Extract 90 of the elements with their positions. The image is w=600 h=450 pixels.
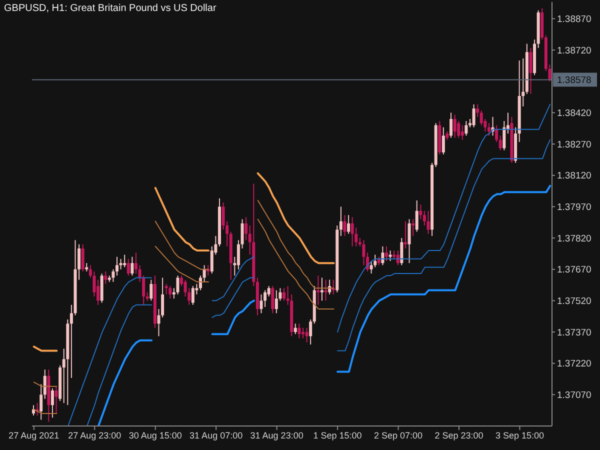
candlestick — [264, 290, 267, 308]
candlestick — [320, 277, 324, 302]
candlestick — [498, 135, 502, 151]
candlestick — [339, 206, 342, 236]
candlestick — [502, 120, 506, 151]
candlestick — [244, 216, 248, 241]
candlestick — [40, 384, 43, 420]
candlestick — [50, 388, 54, 418]
candlestick — [294, 323, 297, 335]
candlestick — [347, 214, 350, 234]
candlestick — [240, 218, 244, 249]
x-tick-label: 2 Sep 07:00 — [374, 430, 423, 440]
candlestick — [96, 279, 100, 306]
candlestick — [271, 286, 274, 314]
candlestick — [309, 318, 312, 346]
y-tick-label: 1.38870 — [557, 14, 592, 26]
candlestick — [316, 275, 320, 306]
candlestick — [343, 214, 346, 236]
candlestick — [453, 114, 456, 138]
candlestick — [487, 122, 490, 136]
candlestick — [126, 258, 130, 276]
candlestick — [119, 258, 122, 270]
candlestick — [450, 112, 453, 138]
candlestick — [274, 290, 278, 314]
candlestick — [168, 286, 172, 300]
y-tick-label: 1.37820 — [557, 233, 592, 244]
candlestick — [495, 124, 498, 142]
candlestick — [282, 288, 286, 302]
candlestick — [442, 126, 445, 155]
candlestick — [362, 240, 366, 266]
candlestick — [305, 327, 308, 343]
candlestick — [388, 250, 392, 262]
candlestick — [81, 244, 84, 272]
candlestick — [176, 275, 180, 295]
y-tick-label: 1.37670 — [557, 264, 592, 276]
candlestick — [104, 270, 108, 284]
x-tick-label: 27 Aug 2021 — [8, 430, 60, 440]
candlestick — [404, 220, 407, 249]
candlestick — [472, 104, 476, 128]
y-tick-label: 1.37370 — [557, 327, 592, 338]
candlestick — [43, 369, 46, 400]
candlestick — [384, 246, 388, 262]
candlestick — [476, 104, 480, 118]
candlestick — [164, 283, 168, 295]
candlestick — [54, 386, 58, 414]
candlestick — [112, 268, 115, 282]
candlestick — [324, 279, 328, 302]
y-tick-label: 1.38420 — [557, 108, 592, 120]
candlestick — [123, 254, 126, 268]
candlestick — [267, 286, 270, 297]
x-tick-label: 27 Aug 23:00 — [68, 430, 122, 440]
candlestick — [260, 294, 263, 314]
candlestick — [529, 47, 532, 94]
candlestick — [460, 124, 464, 140]
y-tick-label: 1.38120 — [557, 170, 592, 182]
candlestick — [381, 246, 384, 266]
candlestick — [419, 204, 422, 220]
candlestick — [130, 256, 134, 276]
y-tick-label: 1.38270 — [557, 139, 592, 150]
y-tick-label: 1.37520 — [557, 296, 592, 308]
candlestick — [426, 210, 430, 234]
candlestick — [298, 323, 301, 339]
candlestick — [199, 275, 202, 291]
candlestick — [116, 256, 119, 276]
candlestick — [202, 264, 206, 282]
chart-title: GBPUSD, H1: Great Britain Pound vs US Dollar — [4, 3, 216, 14]
x-tick-label: 31 Aug 07:00 — [190, 430, 243, 440]
y-tick-label: 1.37220 — [557, 358, 592, 370]
candlestick — [191, 286, 194, 306]
candlestick — [70, 304, 73, 378]
candlestick — [150, 279, 153, 302]
candlestick — [134, 252, 138, 274]
x-tick-label: 1 Sep 15:00 — [313, 430, 362, 440]
x-tick-label: 2 Sep 23:00 — [434, 430, 484, 440]
y-tick-label: 1.38720 — [557, 45, 592, 56]
candlestick — [350, 216, 354, 247]
candlestick — [412, 218, 415, 236]
ref-line-label: 1.38578 — [557, 75, 592, 86]
candlestick — [396, 250, 400, 266]
x-tick-label: 3 Sep 15:00 — [495, 430, 544, 440]
candlestick — [408, 218, 411, 264]
candlestick — [400, 238, 404, 266]
candlestick — [415, 200, 418, 232]
x-tick-label: 31 Aug 23:00 — [250, 430, 304, 440]
y-tick-label: 1.37970 — [557, 202, 592, 214]
y-tick-label: 1.37070 — [557, 390, 592, 402]
candlestick — [464, 120, 468, 136]
candlestick — [301, 327, 304, 339]
x-tick-label: 30 Aug 15:00 — [128, 430, 182, 440]
candlestick — [236, 240, 240, 270]
